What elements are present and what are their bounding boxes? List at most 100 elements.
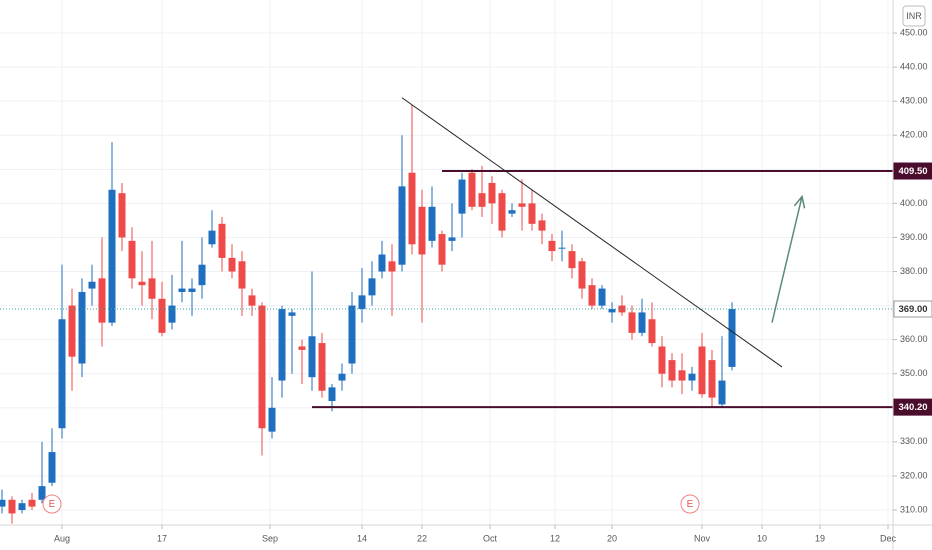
candle-body [258,305,266,429]
x-tick-label: Nov [694,533,711,543]
event-label: E [49,499,56,510]
candle-body [658,346,666,374]
event-marker [680,494,700,514]
candle-body [338,373,346,381]
candle-body [38,486,46,500]
x-tick-label: 20 [607,533,617,543]
candle-body [168,305,176,323]
candle-body [178,288,186,292]
candle-body [248,295,256,306]
candle-body [88,281,96,289]
y-tick-label: 360.00 [900,334,928,344]
candle-body [388,261,396,272]
y-tick-label: 330.00 [900,436,928,446]
price-label: 369.00 [898,304,927,315]
candle-body [718,380,726,405]
candle-body [478,193,486,207]
x-tick-label: Oct [483,533,498,543]
candle-body [668,360,676,381]
x-tick-label: Aug [54,533,70,543]
candle-body [138,281,146,286]
candle-body [518,203,526,207]
y-tick-label: 380.00 [900,266,928,276]
x-tick-label: 22 [417,533,427,543]
candle-body [128,240,136,279]
candle-body [418,206,426,255]
candle-body [378,254,386,272]
y-tick-label: 440.00 [900,61,928,71]
candle-body [0,499,6,507]
candle-body [568,251,576,269]
trendline [401,97,783,368]
candle-body [28,499,36,507]
candle-body [398,186,406,265]
candle-body [678,370,686,381]
candle-body [628,312,636,333]
y-tick-label: 390.00 [900,232,928,242]
candle-body [78,291,86,364]
candle-body [348,305,356,364]
x-tick-label: Dec [880,533,897,543]
candle-body [328,387,336,401]
candle-body [298,346,306,350]
candle-body [228,257,236,272]
price-label-box [893,398,932,416]
y-tick-label: 420.00 [900,130,928,140]
candle-body [48,452,56,483]
candle-body [278,309,286,381]
candle-body [448,237,456,241]
candle-body [308,336,316,378]
candle-body [468,172,476,207]
candle-body [548,240,556,252]
candle-body [698,346,706,395]
candle-body [648,319,656,344]
candle-body [148,278,156,299]
candle-body [538,220,546,231]
event-marker [42,494,62,514]
candle-body [708,360,716,398]
candle-body [318,343,326,391]
x-tick-label: Sep [262,533,278,543]
x-tick-label: 14 [357,533,367,543]
candle-body [288,312,296,316]
y-tick-label: 320.00 [900,470,928,480]
x-tick-label: 10 [757,533,767,543]
y-tick-label: 400.00 [900,198,928,208]
candle-body [188,288,196,292]
candle-body [68,305,76,357]
arrow [771,194,806,323]
candle-body [578,261,586,289]
y-tick-label: 310.00 [900,504,928,514]
event-label: E [687,499,694,510]
candle-body [118,193,126,238]
x-tick-label: 17 [157,533,167,543]
y-tick-label: 450.00 [900,27,928,37]
candle-body [688,373,696,381]
candle-body [728,309,736,367]
candle-body [528,203,536,224]
y-tick-label: 430.00 [900,96,928,106]
candle-body [438,234,446,265]
x-tick-label: 12 [550,533,560,543]
candle-body [98,278,106,323]
x-tick-label: 19 [815,533,825,543]
price-label-box [893,162,932,180]
candle-body [268,407,276,432]
candle-body [498,193,506,231]
candle-body [368,278,376,296]
candle-body [8,499,16,514]
candle-body [408,172,416,245]
candle-body [488,182,496,204]
y-tick-label: 350.00 [900,368,928,378]
candle-body [428,206,436,241]
currency-box[interactable] [902,5,926,27]
candle-body [208,230,216,245]
candle-body [508,210,516,214]
candle-body [18,503,26,511]
candle-body [558,247,566,249]
candle-body [358,295,366,310]
currency[interactable]: INR [906,11,922,21]
candle-body [158,298,166,333]
